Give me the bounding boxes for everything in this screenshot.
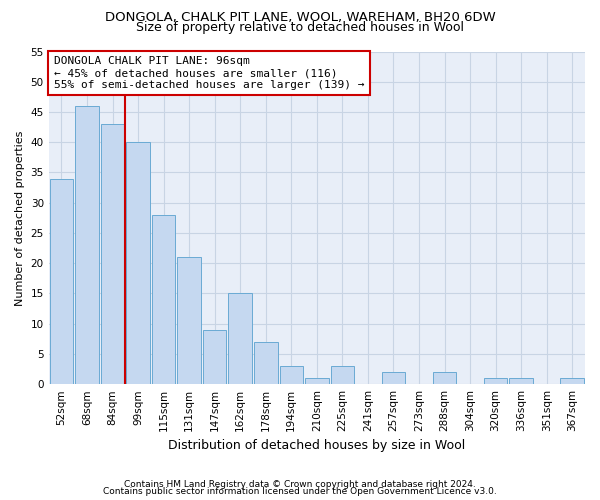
- Bar: [152, 215, 175, 384]
- Bar: [101, 124, 124, 384]
- Bar: [280, 366, 303, 384]
- Text: DONGOLA CHALK PIT LANE: 96sqm
← 45% of detached houses are smaller (116)
55% of : DONGOLA CHALK PIT LANE: 96sqm ← 45% of d…: [54, 56, 365, 90]
- Bar: [178, 257, 201, 384]
- Bar: [382, 372, 405, 384]
- Bar: [560, 378, 584, 384]
- Bar: [433, 372, 456, 384]
- Bar: [229, 294, 252, 384]
- Bar: [509, 378, 533, 384]
- Text: Contains public sector information licensed under the Open Government Licence v3: Contains public sector information licen…: [103, 488, 497, 496]
- Bar: [305, 378, 329, 384]
- Bar: [75, 106, 99, 384]
- X-axis label: Distribution of detached houses by size in Wool: Distribution of detached houses by size …: [168, 440, 466, 452]
- Text: DONGOLA, CHALK PIT LANE, WOOL, WAREHAM, BH20 6DW: DONGOLA, CHALK PIT LANE, WOOL, WAREHAM, …: [104, 11, 496, 24]
- Text: Size of property relative to detached houses in Wool: Size of property relative to detached ho…: [136, 21, 464, 34]
- Bar: [203, 330, 226, 384]
- Y-axis label: Number of detached properties: Number of detached properties: [15, 130, 25, 306]
- Bar: [331, 366, 354, 384]
- Text: Contains HM Land Registry data © Crown copyright and database right 2024.: Contains HM Land Registry data © Crown c…: [124, 480, 476, 489]
- Bar: [254, 342, 278, 384]
- Bar: [50, 178, 73, 384]
- Bar: [484, 378, 508, 384]
- Bar: [127, 142, 150, 384]
